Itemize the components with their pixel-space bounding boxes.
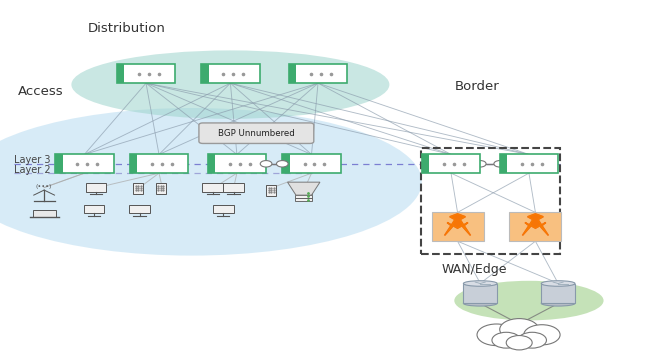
Text: Layer 3: Layer 3 [14,155,51,165]
Circle shape [524,325,560,345]
Bar [156,183,166,194]
Bar [432,212,484,241]
Polygon shape [445,214,471,235]
Bar [55,154,63,173]
Circle shape [500,319,539,340]
Bar [509,212,561,241]
Text: Distribution: Distribution [88,22,165,35]
Bar [133,183,143,194]
Bar [223,184,244,192]
Bar [208,154,266,173]
Circle shape [492,332,520,348]
Bar [500,154,558,173]
FancyBboxPatch shape [199,123,314,143]
Polygon shape [288,182,320,195]
Circle shape [506,336,532,350]
Bar [282,154,290,173]
Circle shape [477,324,516,346]
Text: (∙∙∙): (∙∙∙) [36,184,53,189]
Polygon shape [445,214,471,235]
Bar [500,154,508,173]
Bar [422,154,480,173]
Ellipse shape [454,281,604,320]
Bar [463,284,497,303]
Bar [541,284,575,303]
Bar [86,184,106,192]
Circle shape [494,161,506,167]
Bar [117,64,125,83]
Text: Access: Access [18,85,64,98]
Bar [295,198,312,201]
Text: Layer 2: Layer 2 [14,165,51,175]
Bar [208,154,215,173]
Ellipse shape [541,281,575,286]
Ellipse shape [541,301,575,306]
Text: WAN/Edge: WAN/Edge [441,264,507,276]
Circle shape [474,161,486,167]
Text: Border: Border [454,80,499,93]
Circle shape [276,161,288,167]
Bar [421,148,560,254]
Bar [130,154,138,173]
Ellipse shape [463,281,497,286]
Circle shape [518,332,546,348]
Bar [130,154,188,173]
Bar [266,185,276,195]
Bar [84,206,104,213]
Bar [422,154,430,173]
Bar [117,64,175,83]
Bar [295,192,312,194]
Text: BGP Unnumbered: BGP Unnumbered [218,129,295,138]
Bar [289,64,297,83]
Bar [295,195,312,198]
Ellipse shape [71,50,389,119]
Bar [32,210,56,217]
Bar [201,64,209,83]
Bar [289,64,347,83]
Bar [213,206,234,213]
Bar [202,184,223,192]
Bar [55,154,114,173]
Circle shape [260,161,272,167]
Polygon shape [522,214,548,235]
Bar [129,206,150,213]
Bar [282,154,341,173]
Bar [201,64,260,83]
Polygon shape [522,214,548,235]
Ellipse shape [463,301,497,306]
Ellipse shape [0,108,422,256]
